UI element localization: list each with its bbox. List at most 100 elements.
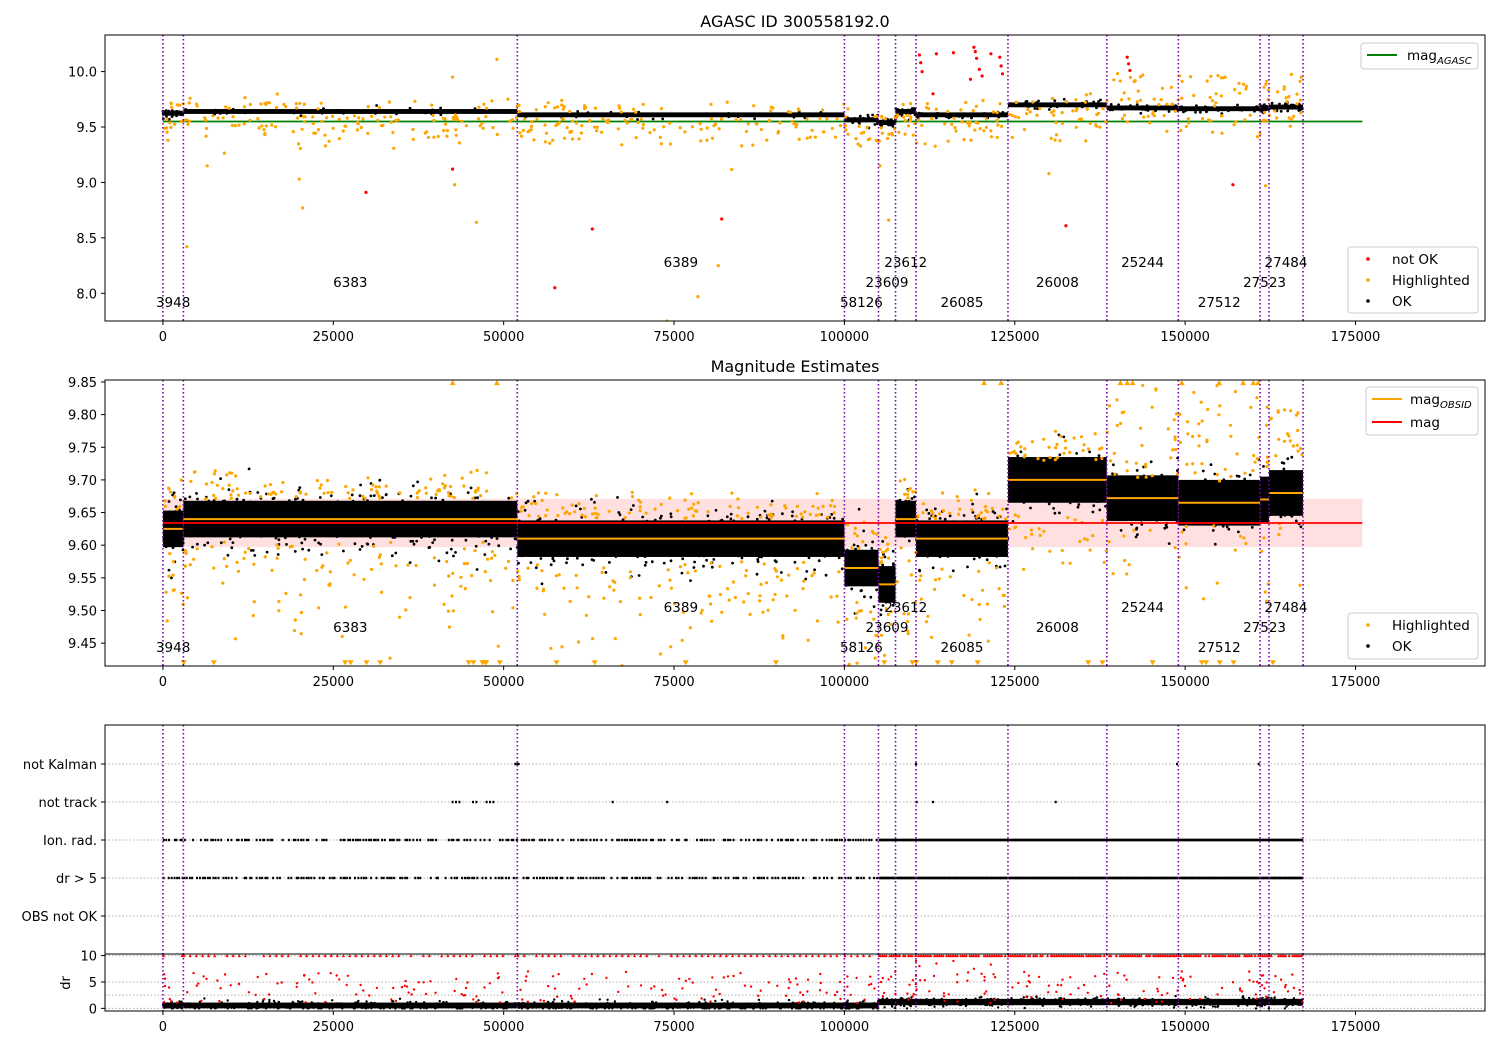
highlighted-point bbox=[1169, 456, 1173, 460]
ok-point bbox=[858, 121, 861, 125]
highlighted-point bbox=[973, 128, 977, 132]
highlighted-point bbox=[718, 592, 723, 597]
ok-point bbox=[1112, 106, 1116, 110]
dr-gt-5-point bbox=[795, 876, 797, 880]
dr-gt-5-point bbox=[1038, 876, 1041, 880]
dr-gt-5-point bbox=[889, 876, 892, 880]
highlighted-point bbox=[696, 501, 700, 505]
ok-point bbox=[1162, 106, 1166, 110]
highlighted-point bbox=[693, 569, 698, 573]
ok-point bbox=[651, 532, 655, 536]
ok-point bbox=[608, 539, 611, 543]
ok-point bbox=[580, 549, 584, 553]
ion-rad-point bbox=[263, 838, 266, 842]
highlighted-point bbox=[1266, 88, 1270, 92]
ok-point bbox=[1262, 504, 1266, 508]
ok-point bbox=[180, 537, 184, 541]
highlighted-point bbox=[765, 138, 769, 142]
highlighted-point bbox=[1060, 121, 1065, 125]
ok-point bbox=[256, 491, 260, 494]
highlighted-point bbox=[1053, 138, 1057, 142]
ok-point bbox=[977, 535, 981, 539]
ok-point bbox=[1190, 483, 1194, 487]
highlighted-point bbox=[1013, 115, 1018, 119]
dr-gt-5-point bbox=[204, 876, 206, 880]
highlighted-point bbox=[1141, 383, 1145, 387]
ok-point bbox=[1182, 504, 1186, 507]
highlighted-point bbox=[974, 104, 978, 108]
ok-point bbox=[681, 557, 685, 561]
highlighted-point bbox=[568, 130, 572, 134]
dr-gt-5-point bbox=[595, 876, 598, 880]
ok-point bbox=[985, 558, 989, 562]
highlighted-point bbox=[180, 591, 184, 595]
ok-point bbox=[837, 556, 841, 560]
ok-point bbox=[971, 524, 975, 528]
dr-gt-5-point bbox=[536, 876, 538, 880]
dr-gt-5-point bbox=[532, 876, 535, 880]
highlighted-point bbox=[1122, 91, 1126, 95]
ok-point bbox=[463, 530, 467, 534]
ok-point bbox=[660, 514, 663, 518]
ok-point bbox=[1086, 103, 1090, 107]
ok-point bbox=[1126, 481, 1130, 485]
highlighted-point bbox=[970, 508, 974, 512]
ok-point bbox=[761, 544, 764, 548]
highlighted-point bbox=[833, 504, 837, 508]
clipped-low-marker bbox=[347, 660, 354, 666]
ok-point bbox=[1243, 477, 1247, 481]
highlighted-point bbox=[879, 126, 883, 130]
ok-point bbox=[859, 589, 863, 593]
highlighted-point bbox=[1125, 469, 1129, 473]
ok-point bbox=[264, 502, 268, 506]
ok-point bbox=[466, 508, 470, 511]
highlighted-point bbox=[1054, 121, 1058, 125]
ok-point bbox=[933, 507, 937, 511]
highlighted-point bbox=[442, 129, 446, 133]
ok-point bbox=[430, 501, 433, 505]
ok-point bbox=[1087, 483, 1091, 487]
highlighted-point bbox=[980, 588, 985, 592]
ok-point bbox=[1119, 529, 1123, 532]
ok-point bbox=[295, 109, 299, 113]
highlighted-point bbox=[641, 126, 645, 130]
ok-point bbox=[1229, 495, 1233, 499]
highlighted-point bbox=[164, 126, 169, 130]
highlighted-point bbox=[925, 102, 930, 106]
highlighted-point bbox=[444, 122, 448, 126]
highlighted-point bbox=[623, 516, 627, 520]
ok-point bbox=[509, 510, 513, 514]
dr-gt-5-point bbox=[945, 876, 948, 880]
highlighted-point bbox=[889, 622, 893, 627]
highlighted-point bbox=[366, 105, 370, 109]
ok-point bbox=[1235, 474, 1239, 478]
highlighted-point bbox=[252, 562, 256, 566]
ion-rad-point bbox=[244, 838, 246, 842]
ok-point bbox=[1210, 498, 1214, 501]
ok-point bbox=[920, 112, 923, 115]
ion-rad-point bbox=[777, 838, 779, 842]
dr-gt-5-point bbox=[357, 876, 360, 880]
dr-gt-5-point bbox=[838, 876, 841, 880]
ok-point bbox=[196, 542, 199, 546]
dr-gt-5-point bbox=[763, 876, 765, 880]
ok-point bbox=[439, 531, 442, 535]
highlighted-point bbox=[573, 510, 577, 514]
highlighted-point bbox=[1008, 451, 1012, 455]
ok-point bbox=[1155, 489, 1159, 493]
ok-point bbox=[181, 541, 185, 545]
not-ok-point bbox=[920, 70, 924, 74]
clipped-high-marker bbox=[1124, 380, 1131, 386]
ok-point bbox=[281, 532, 284, 536]
ok-point bbox=[766, 525, 769, 529]
ok-point bbox=[1178, 493, 1181, 497]
ok-point bbox=[408, 106, 412, 110]
ion-rad-point bbox=[374, 838, 377, 842]
highlighted-point bbox=[389, 120, 393, 124]
ok-point bbox=[1209, 481, 1213, 485]
highlighted-point bbox=[1047, 172, 1051, 176]
highlighted-point bbox=[452, 118, 456, 122]
dr-gt-5-point bbox=[382, 876, 385, 880]
ok-point bbox=[728, 532, 732, 535]
highlighted-point bbox=[169, 125, 173, 129]
